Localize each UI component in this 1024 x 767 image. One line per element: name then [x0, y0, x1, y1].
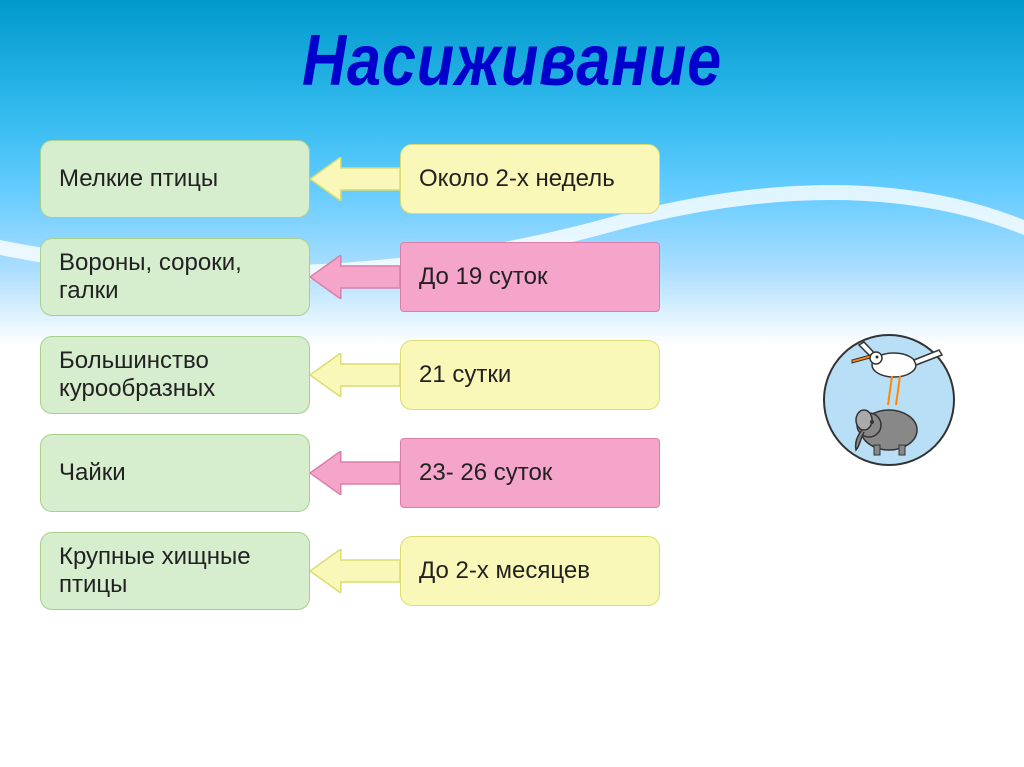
- bird-category-box: Мелкие птицы: [40, 140, 310, 218]
- arrow-left-icon: [310, 549, 400, 593]
- diagram-row: Вороны, сороки, галки До 19 суток: [40, 238, 660, 316]
- arrow-left-icon: [310, 353, 400, 397]
- bird-category-box: Чайки: [40, 434, 310, 512]
- diagram-rows: Мелкие птицы Около 2-х недель Вороны, соро…: [40, 140, 660, 610]
- arrow-left-icon: [310, 157, 400, 201]
- diagram-row: Чайки 23- 26 суток: [40, 434, 660, 512]
- incubation-duration-box: До 19 суток: [400, 242, 660, 312]
- incubation-duration-box: До 2-х месяцев: [400, 536, 660, 606]
- arrow-left-icon: [310, 255, 400, 299]
- stork-elephant-illustration: [814, 330, 964, 470]
- incubation-duration-box: 23- 26 суток: [400, 438, 660, 508]
- page-title: Насиживание: [302, 20, 722, 102]
- incubation-duration-box: 21 сутки: [400, 340, 660, 410]
- bird-category-box: Вороны, сороки, галки: [40, 238, 310, 316]
- incubation-duration-box: Около 2-х недель: [400, 144, 660, 214]
- bird-category-box: Крупные хищные птицы: [40, 532, 310, 610]
- diagram-row: Мелкие птицы Около 2-х недель: [40, 140, 660, 218]
- diagram-row: Большинство курообразных 21 сутки: [40, 336, 660, 414]
- arrow-left-icon: [310, 451, 400, 495]
- bird-category-box: Большинство курообразных: [40, 336, 310, 414]
- diagram-row: Крупные хищные птицы До 2-х месяцев: [40, 532, 660, 610]
